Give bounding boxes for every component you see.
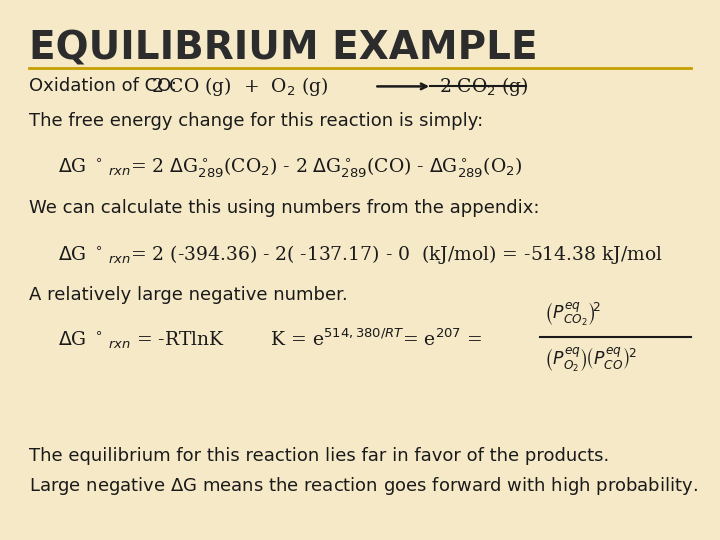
- Text: 2 CO (g)  +  O$_2$ (g): 2 CO (g) + O$_2$ (g): [151, 75, 328, 98]
- Text: Large negative $\Delta$G means the reaction goes forward with high probability.: Large negative $\Delta$G means the react…: [29, 475, 698, 497]
- Text: EQUILIBRIUM EXAMPLE: EQUILIBRIUM EXAMPLE: [29, 30, 537, 68]
- Text: $\Delta$G $^\circ$$_{\,rxn}$= 2 $\Delta$G$^\circ_{289}$(CO$_2$) - 2 $\Delta$G$^\: $\Delta$G $^\circ$$_{\,rxn}$= 2 $\Delta$…: [58, 155, 522, 180]
- Text: Oxidation of CO:: Oxidation of CO:: [29, 77, 177, 96]
- Text: $\left(P^{eq}_{O_2}\right)\!\left(P^{eq}_{CO}\right)^{\!2}$: $\left(P^{eq}_{O_2}\right)\!\left(P^{eq}…: [544, 346, 636, 374]
- Text: $\Delta$G $^\circ$$_{\,rxn}$= 2 (-394.36) - 2( -137.17) - 0  (kJ/mol) = -514.38 : $\Delta$G $^\circ$$_{\,rxn}$= 2 (-394.36…: [58, 244, 662, 266]
- Text: $\Delta$G $^\circ$$_{\,rxn}$ = -RTlnK        K = e$^{514,380/RT}$= e$^{207}$ =: $\Delta$G $^\circ$$_{\,rxn}$ = -RTlnK K …: [58, 326, 482, 351]
- Text: The equilibrium for this reaction lies far in favor of the products.: The equilibrium for this reaction lies f…: [29, 447, 609, 465]
- Text: $\left(P^{eq}_{CO_2}\right)^{\!\!2}$: $\left(P^{eq}_{CO_2}\right)^{\!\!2}$: [544, 301, 600, 328]
- Text: The free energy change for this reaction is simply:: The free energy change for this reaction…: [29, 112, 483, 131]
- Text: 2 CO$_2$ (g): 2 CO$_2$ (g): [439, 75, 529, 98]
- Text: We can calculate this using numbers from the appendix:: We can calculate this using numbers from…: [29, 199, 539, 217]
- Text: A relatively large negative number.: A relatively large negative number.: [29, 286, 348, 305]
